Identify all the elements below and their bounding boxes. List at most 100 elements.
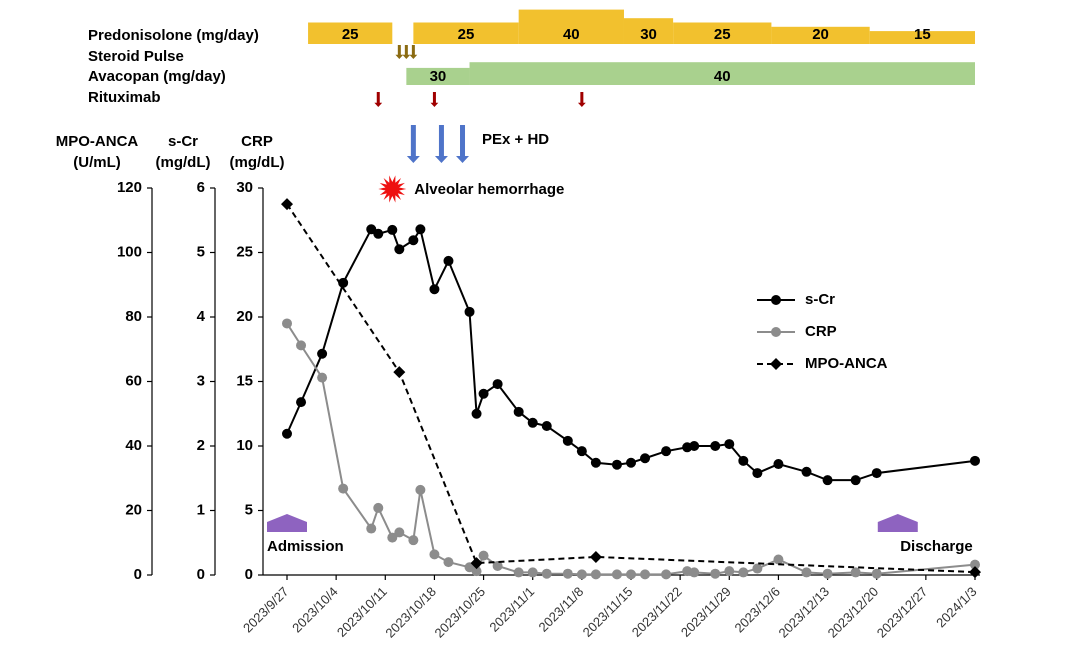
x-tick-label: 2023/10/18 xyxy=(382,584,439,641)
data-point xyxy=(492,379,503,390)
data-point xyxy=(970,455,980,466)
data-point xyxy=(429,284,440,295)
legend-marker xyxy=(771,295,781,305)
x-tick-label: 2023/11/29 xyxy=(678,584,734,640)
y-tick-label: 30 xyxy=(236,179,253,196)
y-tick-label: 1 xyxy=(197,501,205,518)
data-point xyxy=(527,567,538,578)
data-point xyxy=(541,421,552,432)
admission-label: Admission xyxy=(267,538,344,555)
data-point xyxy=(373,502,384,513)
data-point xyxy=(710,441,721,451)
dose-label: 25 xyxy=(342,26,359,43)
data-point xyxy=(590,457,601,468)
y-tick-label: 2 xyxy=(197,437,205,454)
x-tick-label: 2023/12/6 xyxy=(731,584,783,636)
data-point xyxy=(513,406,524,417)
alveolar-hemorrhage-label: Alveolar hemorrhage xyxy=(414,181,564,198)
row-label: Rituximab xyxy=(88,89,161,106)
y-tick-label: 15 xyxy=(236,372,253,389)
data-point xyxy=(471,408,482,419)
data-point xyxy=(296,340,307,351)
data-point xyxy=(562,568,573,579)
data-point xyxy=(850,567,861,578)
y-tick-label: 60 xyxy=(125,372,142,389)
data-point xyxy=(492,560,503,571)
data-point xyxy=(281,198,293,211)
data-point xyxy=(478,550,489,561)
y-axis-title: CRP xyxy=(241,133,273,150)
data-point xyxy=(689,567,700,578)
y-tick-label: 0 xyxy=(245,566,253,583)
dose-label: 40 xyxy=(563,26,580,43)
data-point xyxy=(661,569,672,580)
dose-bar xyxy=(518,9,624,45)
data-point xyxy=(822,568,833,579)
data-point xyxy=(626,457,636,468)
y-tick-label: 120 xyxy=(117,179,142,196)
y-tick-label: 10 xyxy=(236,437,253,454)
data-point xyxy=(541,568,552,579)
y-tick-label: 0 xyxy=(197,566,205,583)
y-tick-label: 20 xyxy=(125,501,142,518)
x-tick-label: 2023/10/11 xyxy=(334,584,390,640)
y-tick-label: 40 xyxy=(125,437,142,454)
x-tick-label: 2023/9/27 xyxy=(240,584,292,636)
pex-hd-arrow xyxy=(456,125,470,163)
legend-label: MPO-ANCA xyxy=(805,355,888,372)
pex-hd-label: PEx + HD xyxy=(482,131,549,148)
data-point xyxy=(801,567,812,578)
data-point xyxy=(724,439,735,450)
data-point xyxy=(871,568,882,579)
data-point xyxy=(394,527,405,538)
data-point xyxy=(317,372,328,383)
data-point xyxy=(464,306,475,317)
data-point xyxy=(513,567,524,578)
dose-label: 20 xyxy=(812,26,829,43)
dose-label: 30 xyxy=(640,26,657,43)
data-point xyxy=(801,466,812,477)
data-point xyxy=(366,523,377,534)
y-axis-unit: (U/mL) xyxy=(73,154,121,171)
rituximab-arrow xyxy=(430,92,439,107)
data-point xyxy=(661,446,672,457)
discharge-label: Discharge xyxy=(900,538,973,555)
dose-bar xyxy=(308,22,393,44)
steroid-pulse-arrow xyxy=(395,45,404,59)
dose-bar xyxy=(869,31,975,44)
y-tick-label: 3 xyxy=(197,372,205,389)
data-point xyxy=(393,366,406,379)
data-point xyxy=(296,397,307,408)
data-point xyxy=(773,459,784,470)
data-point xyxy=(752,563,763,574)
dose-label: 15 xyxy=(914,26,931,43)
x-tick-label: 2023/11/15 xyxy=(580,584,636,640)
legend-marker xyxy=(770,358,782,370)
data-point xyxy=(471,566,482,577)
data-point xyxy=(408,235,419,246)
y-tick-label: 6 xyxy=(197,179,205,196)
y-tick-label: 0 xyxy=(134,566,142,583)
data-point xyxy=(626,569,636,580)
data-point xyxy=(443,557,454,568)
data-point xyxy=(338,277,349,288)
data-point xyxy=(589,550,602,563)
x-tick-label: 2023/12/27 xyxy=(874,584,931,641)
x-tick-label: 2023/12/20 xyxy=(825,584,882,641)
row-label: Steroid Pulse xyxy=(88,48,184,65)
data-point xyxy=(590,569,601,580)
steroid-pulse-arrow xyxy=(402,45,411,59)
data-point xyxy=(576,569,587,580)
data-point xyxy=(373,228,384,239)
data-point xyxy=(282,318,292,329)
steroid-pulse-arrow xyxy=(409,45,418,59)
y-tick-label: 80 xyxy=(125,308,142,325)
data-point xyxy=(822,475,833,486)
data-point xyxy=(429,549,440,560)
data-point xyxy=(282,428,292,439)
dose-label: 40 xyxy=(714,68,731,85)
x-tick-label: 2023/11/22 xyxy=(629,584,685,640)
x-tick-label: 2023/11/8 xyxy=(536,584,587,635)
data-point xyxy=(527,417,538,428)
